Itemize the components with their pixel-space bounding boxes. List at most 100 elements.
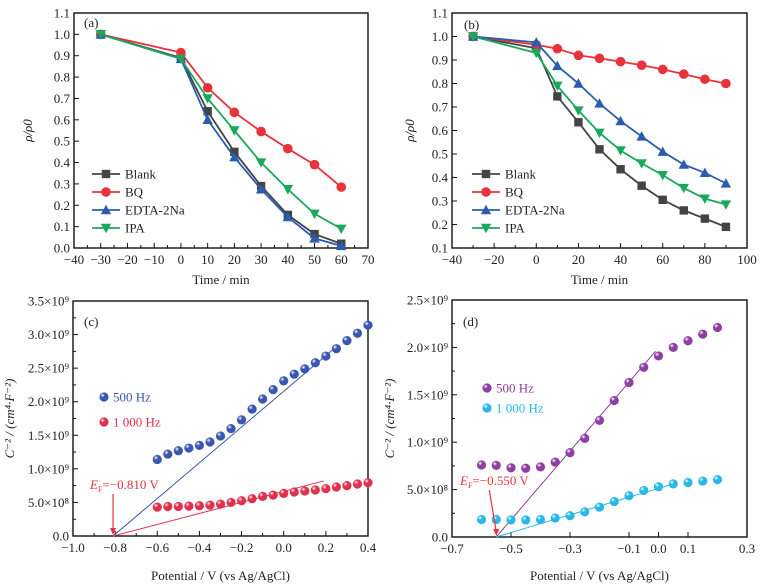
data-point: [521, 515, 531, 525]
data-point: [336, 224, 347, 234]
x-tick-label: 0.4: [360, 540, 377, 555]
data-point: [309, 209, 320, 220]
legend-marker: [101, 169, 111, 179]
series-1000hz: [112, 478, 373, 537]
data-point: [636, 60, 647, 70]
data-point: [639, 362, 649, 372]
legend-label: EDTA-2Na: [125, 203, 185, 218]
x-tick-label: 0: [533, 252, 540, 267]
flatband-label: EF=−0.550 V: [459, 473, 529, 490]
data-point: [506, 463, 516, 473]
x-tick-label: 0.1: [680, 541, 696, 556]
y-tick-label: 2.0×10⁹: [28, 394, 70, 409]
data-point: [184, 443, 194, 453]
ef-value: =−0.810 V: [102, 477, 159, 492]
legend-item: EDTA-2Na: [472, 203, 565, 218]
y-tick-label: 0.0: [53, 529, 69, 544]
data-point: [283, 143, 293, 154]
panel-label: (b): [464, 17, 479, 32]
data-point: [580, 507, 590, 517]
data-point: [467, 32, 479, 42]
x-tick-label: −0.2: [230, 540, 254, 555]
y-tick-label: 0.7: [432, 100, 449, 115]
data-point: [352, 479, 363, 489]
data-point: [552, 60, 563, 71]
y-tick-label: 2.0×10⁹: [407, 340, 449, 355]
panel-c: −1.0 −0.8 −0.6 −0.4 −0.2 0.0 0.2 0.4 0.0 5.0×10⁸ 1…: [2, 294, 377, 584]
y-tick-label: 5.0×10⁸: [407, 482, 449, 497]
data-point: [574, 118, 583, 127]
data-point: [194, 501, 205, 511]
data-point: [550, 513, 560, 523]
x-tick-label: 50: [308, 252, 321, 267]
data-point: [553, 92, 562, 101]
x-tick-label: 0.2: [318, 540, 334, 555]
data-point: [202, 114, 213, 125]
y-tick-label: 0.1: [54, 219, 70, 234]
data-point: [698, 329, 708, 339]
x-tick-label: 80: [698, 252, 711, 267]
data-point: [215, 499, 226, 509]
data-point: [331, 344, 341, 354]
data-point: [268, 385, 278, 395]
x-tick-label: −1.0: [61, 540, 85, 555]
data-point: [678, 159, 689, 169]
ef-symbol: E: [89, 477, 98, 492]
data-point: [309, 233, 320, 243]
series-blank: [468, 32, 731, 232]
data-point: [289, 487, 299, 497]
data-point: [205, 500, 215, 510]
x-tick-label: 0.0: [650, 541, 666, 556]
x-tick-label: 20: [572, 252, 585, 267]
y-tick-label: 1.5×10⁹: [407, 387, 449, 402]
data-point: [653, 351, 664, 361]
data-point: [236, 415, 247, 425]
data-point: [226, 497, 236, 508]
y-axis-title: ρ/ρ0: [20, 119, 35, 143]
y-tick-label: 3.0×10⁹: [28, 327, 70, 342]
ef-symbol: E: [459, 473, 468, 488]
data-point: [594, 98, 605, 108]
data-point: [550, 457, 560, 467]
data-point: [721, 78, 731, 89]
y-tick-label: 1.0×10⁹: [28, 461, 70, 476]
data-point: [247, 494, 257, 504]
data-point: [279, 488, 289, 498]
panel-label: (c): [84, 314, 98, 329]
ef-value: =−0.550 V: [472, 473, 529, 488]
y-tick-label: 0.7: [54, 91, 71, 106]
legend-label: Blank: [125, 167, 157, 182]
y-tick-label: 0.4: [432, 170, 449, 185]
data-point: [639, 485, 649, 496]
y-tick-label: 0.6: [54, 112, 71, 127]
y-tick-label: 0.8: [432, 76, 448, 91]
y-tick-label: 1.0: [54, 27, 70, 42]
data-point: [268, 490, 278, 500]
data-point: [236, 496, 247, 506]
series-line: [100, 33, 342, 247]
data-point: [594, 415, 605, 425]
data-point: [321, 484, 331, 494]
data-point: [506, 515, 516, 525]
data-point: [163, 501, 173, 512]
y-tick-label: 3.5×10⁹: [28, 294, 70, 309]
x-tick-label: −0.7: [440, 541, 464, 556]
data-point: [521, 463, 531, 473]
legend-item: IPA: [92, 221, 145, 236]
data-point: [363, 478, 373, 488]
legend-item: 1 000 Hz: [482, 401, 544, 416]
series-1000hz: [476, 475, 723, 538]
legend-marker: [99, 392, 109, 402]
data-point: [258, 394, 268, 404]
flatband-annotation: EF=−0.550 V: [459, 473, 529, 536]
y-tick-label: 0.1: [432, 241, 448, 256]
data-point: [609, 395, 619, 406]
data-point: [205, 437, 215, 447]
data-point: [679, 206, 688, 215]
y-tick-label: 0.0: [54, 241, 70, 256]
x-tick-label: 40: [614, 252, 627, 267]
y-tick-label: 0.9: [54, 48, 70, 63]
data-point: [683, 477, 693, 488]
data-point: [342, 481, 352, 491]
data-point: [491, 460, 501, 471]
